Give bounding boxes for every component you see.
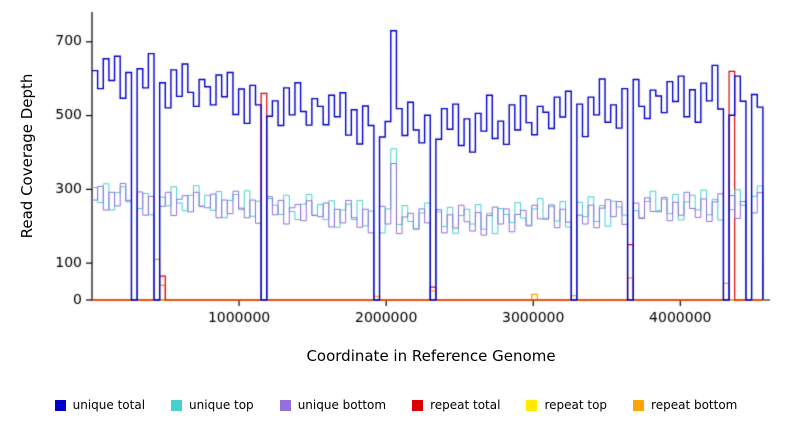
legend-item: repeat bottom: [633, 398, 737, 412]
legend-label: unique bottom: [297, 398, 387, 412]
legend-label: repeat total: [430, 398, 501, 412]
y-axis-title: Read Coverage Depth: [18, 73, 36, 239]
plot-canvas: [0, 0, 792, 340]
legend: unique total unique top unique bottom repea…: [0, 398, 792, 412]
legend-item: unique top: [171, 398, 254, 412]
legend-label: unique total: [72, 398, 146, 412]
legend-swatch-icon: [633, 399, 645, 411]
legend-swatch-icon: [54, 399, 66, 411]
legend-item: unique bottom: [279, 398, 387, 412]
legend-swatch-icon: [526, 399, 538, 411]
legend-label: unique top: [189, 398, 254, 412]
legend-label: repeat bottom: [651, 398, 738, 412]
legend-item: repeat total: [412, 398, 500, 412]
legend-swatch-icon: [279, 399, 291, 411]
legend-swatch-icon: [412, 399, 424, 411]
legend-item: unique total: [54, 398, 146, 412]
legend-swatch-icon: [171, 399, 183, 411]
legend-label: repeat top: [544, 398, 608, 412]
x-axis-title: Coordinate in Reference Genome: [306, 347, 556, 365]
legend-item: repeat top: [526, 398, 607, 412]
